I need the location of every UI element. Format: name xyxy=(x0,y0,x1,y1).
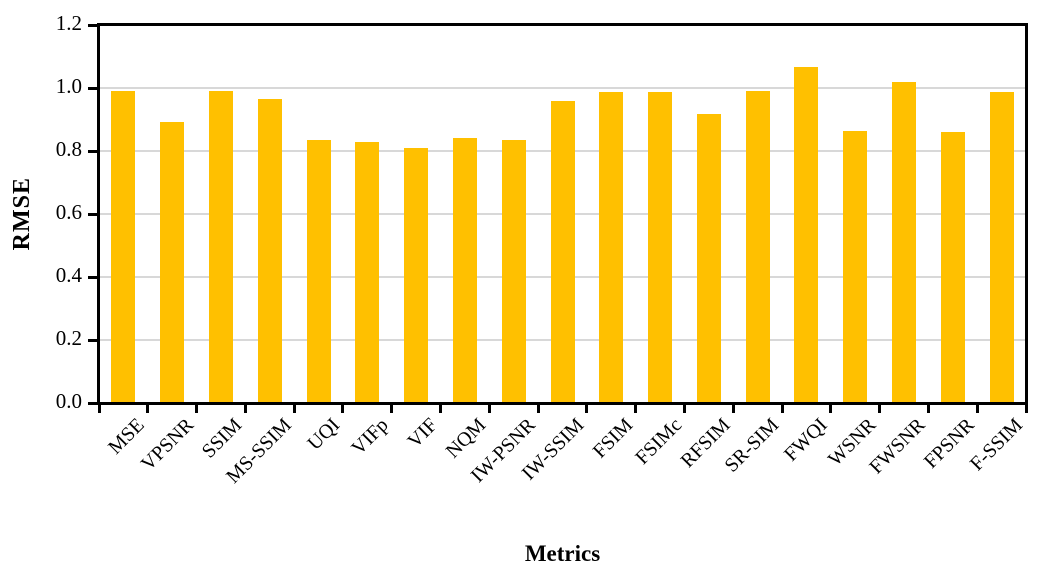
bar-FWSNR xyxy=(892,81,917,403)
x-axis-tick-label-FSIMc: FSIMc xyxy=(630,414,686,469)
y-axis-tick xyxy=(88,212,98,216)
x-axis-tick xyxy=(682,402,686,413)
bar-UQI xyxy=(306,139,331,403)
x-axis-title: Metrics xyxy=(524,541,601,566)
x-axis-tick xyxy=(926,402,930,413)
x-axis-tick-label-F-SSIM: F-SSIM xyxy=(966,414,1028,476)
x-axis-tick xyxy=(1024,402,1028,413)
bar-SSIM xyxy=(208,91,233,403)
bar-NQM xyxy=(452,137,477,403)
x-axis-tick-label-VIFp: VIFp xyxy=(347,414,393,460)
x-axis-tick xyxy=(487,402,491,413)
x-axis-tick xyxy=(975,402,979,413)
bar-FPSNR xyxy=(940,132,965,403)
x-axis-title-box: Metrics xyxy=(99,541,1026,567)
x-axis-tick xyxy=(780,402,784,413)
bar-SR-SIM xyxy=(745,91,770,403)
bar-MS-SSIM xyxy=(257,98,282,403)
bar-FSIMc xyxy=(648,91,673,403)
x-axis-tick-label-FWQI: FWQI xyxy=(780,414,833,466)
x-axis-tick-label-VPSNR: VPSNR xyxy=(136,414,198,476)
y-axis-tick xyxy=(88,338,98,342)
y-axis-tick xyxy=(88,275,98,279)
x-axis-tick xyxy=(341,402,345,413)
x-axis-tick xyxy=(634,402,638,413)
plot-area xyxy=(99,25,1026,403)
y-axis-tick-label: 0.6 xyxy=(55,200,82,224)
x-axis-tick xyxy=(292,402,296,413)
bar-FSIM xyxy=(599,91,624,403)
y-axis-tick-label: 1.2 xyxy=(55,11,82,35)
y-axis-tick-label: 0.2 xyxy=(55,326,82,350)
y-axis-tick xyxy=(88,23,98,27)
bar-MSE xyxy=(111,91,136,403)
y-axis-tick-label: 0.8 xyxy=(55,137,82,161)
y-axis-tick xyxy=(88,401,98,405)
bar-IW-PSNR xyxy=(501,139,526,403)
y-axis-tick-label: 0.4 xyxy=(55,263,82,287)
x-axis-tick xyxy=(195,402,199,413)
y-axis-tick-label: 1.0 xyxy=(55,74,82,98)
x-axis-tick-label-UQI: UQI xyxy=(303,414,345,455)
x-axis-tick xyxy=(536,402,540,413)
x-axis-tick xyxy=(97,402,101,413)
x-axis-tick-label-FSIM: FSIM xyxy=(588,414,637,463)
x-axis-tick xyxy=(390,402,394,413)
x-axis-tick xyxy=(585,402,589,413)
bar-WSNR xyxy=(843,130,868,403)
bar-VPSNR xyxy=(160,121,185,403)
y-axis-tick xyxy=(88,86,98,90)
bar-VIF xyxy=(404,148,429,403)
bar-RFSIM xyxy=(696,113,721,403)
bar-VIFp xyxy=(355,141,380,403)
gridline-1.0 xyxy=(99,87,1026,89)
bar-F-SSIM xyxy=(989,92,1014,403)
x-axis-tick xyxy=(146,402,150,413)
bar-FWQI xyxy=(794,66,819,403)
x-axis-tick xyxy=(439,402,443,413)
x-axis-tick-label-SR-SIM: SR-SIM xyxy=(720,414,784,477)
x-axis-tick xyxy=(243,402,247,413)
x-axis-tick xyxy=(878,402,882,413)
bar-IW-SSIM xyxy=(550,100,575,403)
y-axis-tick-label: 0.0 xyxy=(55,389,82,413)
x-axis-tick xyxy=(731,402,735,413)
x-axis-tick xyxy=(829,402,833,413)
y-axis-tick xyxy=(88,149,98,153)
x-axis-tick-label-VIF: VIF xyxy=(403,414,442,453)
